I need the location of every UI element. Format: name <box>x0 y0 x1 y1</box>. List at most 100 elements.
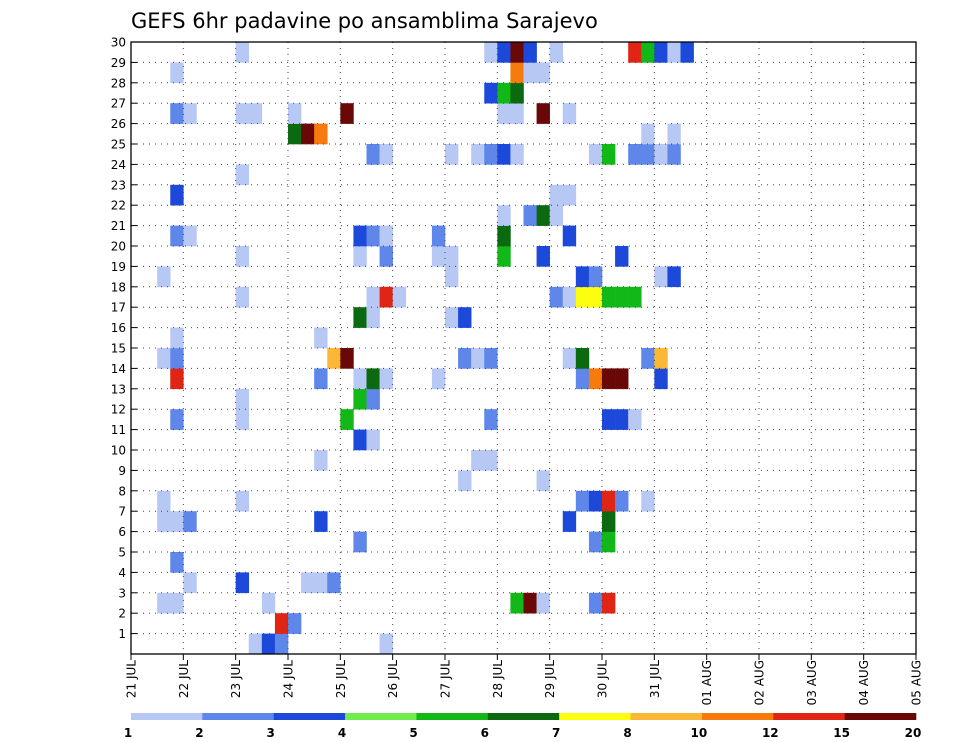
heatmap-cell <box>523 205 537 226</box>
y-tick-label: 25 <box>111 138 126 152</box>
heatmap-cell <box>379 286 393 308</box>
colorbar: 1 2 3 4 5 6 7 8 10 12 15 20 <box>124 713 921 740</box>
x-tick-label: 27 JUL <box>439 660 453 698</box>
y-tick-label: 4 <box>118 566 126 580</box>
heatmap-cell <box>588 266 603 288</box>
colorbar-label: 1 <box>124 726 132 740</box>
heatmap-cell <box>602 511 616 532</box>
heatmap-cell <box>235 388 250 410</box>
plot-frame <box>130 41 917 655</box>
heatmap-cell <box>562 103 577 124</box>
heatmap-cell <box>379 144 393 165</box>
heatmap-cell <box>366 429 380 451</box>
x-axis-ticks: 21 JUL 22 JUL 23 JUL 24 JUL 25 JUL 26 JUL 27 J… <box>125 654 924 705</box>
heatmap-cell <box>170 592 184 614</box>
heatmap-cell <box>484 144 498 165</box>
heatmap-cell <box>157 348 171 369</box>
heatmap-cell <box>379 368 393 390</box>
heatmap-cell <box>340 103 354 124</box>
heatmap-cell <box>536 592 550 614</box>
heatmap-cell <box>562 511 577 532</box>
colorbar-swatch <box>487 713 560 720</box>
y-tick-label: 29 <box>111 56 126 70</box>
heatmap-cell <box>235 490 250 512</box>
heatmap-cell <box>536 62 550 84</box>
colorbar-swatch <box>273 713 346 720</box>
heatmap-cell <box>327 348 341 369</box>
heatmap-cell <box>654 348 668 369</box>
heatmap-cell <box>536 470 550 492</box>
heatmap-cell <box>628 42 642 63</box>
heatmap-cell <box>170 552 184 573</box>
heatmap-cell <box>615 286 629 308</box>
heatmap-cell <box>575 490 590 512</box>
y-tick-label: 14 <box>111 362 126 376</box>
heatmap-cell <box>588 490 603 512</box>
heatmap-cell <box>549 42 564 63</box>
heatmap-cell <box>235 164 250 186</box>
heatmap-cell <box>340 409 354 430</box>
x-tick-label: 24 JUL <box>282 660 296 698</box>
heatmap-cell <box>588 592 603 614</box>
heatmap-cell <box>641 123 655 145</box>
colorbar-label: 6 <box>481 726 489 740</box>
heatmap-cell <box>183 511 197 532</box>
heatmap-cell <box>261 633 276 655</box>
heatmap-cell <box>523 592 537 614</box>
heatmap-cell <box>458 307 472 328</box>
heatmap-cell <box>575 286 590 308</box>
heatmap-cell <box>497 205 511 226</box>
heatmap-cell <box>654 42 668 63</box>
heatmap-cell <box>615 409 629 430</box>
heatmap-cell <box>248 633 263 655</box>
heatmap-cell <box>235 42 250 63</box>
heatmap-cell <box>510 82 524 104</box>
heatmap-cell <box>497 42 511 63</box>
heatmap-cell <box>327 572 341 594</box>
heatmap-cell <box>366 225 380 247</box>
y-tick-label: 12 <box>111 403 126 417</box>
heatmap-cell <box>667 266 681 288</box>
x-tick-label: 02 AUG <box>753 660 767 705</box>
heatmap-cell <box>366 368 380 390</box>
heatmap-cell <box>235 246 250 267</box>
heatmap-cell <box>641 42 655 63</box>
colorbar-swatch <box>701 713 774 720</box>
chart-title: GEFS 6hr padavine po ansamblima Sarajevo <box>131 9 598 33</box>
heatmap-cell <box>497 144 511 165</box>
colorbar-label: 4 <box>338 726 346 740</box>
x-tick-label: 04 AUG <box>857 660 871 705</box>
x-tick-label: 29 JUL <box>543 660 557 698</box>
heatmap-cell <box>235 286 250 308</box>
heatmap-cell <box>314 450 328 471</box>
heatmap-cell <box>274 633 289 655</box>
heatmap-cell <box>170 511 184 532</box>
x-tick-label: 03 AUG <box>805 660 819 705</box>
heatmap-cell <box>458 348 472 369</box>
heatmap-cell <box>536 205 550 226</box>
heatmap-cell <box>667 123 681 145</box>
heatmap-cell <box>602 409 616 430</box>
heatmap-cell <box>353 368 367 390</box>
heatmap-cell <box>523 62 537 84</box>
heatmap-cell <box>301 123 315 145</box>
heatmap-cell <box>170 409 184 430</box>
heatmap-cell <box>510 144 524 165</box>
heatmap-cell <box>353 429 367 451</box>
heatmap-cell <box>497 103 511 124</box>
heatmap-cell <box>366 286 380 308</box>
heatmap-cell <box>536 246 550 267</box>
heatmap-cell <box>484 409 498 430</box>
heatmap-cell <box>641 144 655 165</box>
heatmap-cell <box>235 572 250 594</box>
heatmap-cell <box>353 246 367 267</box>
grid-lines <box>131 41 917 654</box>
y-tick-label: 22 <box>111 199 126 213</box>
x-tick-label: 21 JUL <box>125 660 139 698</box>
heatmap-cell <box>392 286 407 308</box>
y-tick-label: 19 <box>111 260 126 274</box>
heatmap-cell <box>157 490 171 512</box>
heatmap-cell <box>431 246 446 267</box>
y-tick-label: 23 <box>111 178 126 192</box>
